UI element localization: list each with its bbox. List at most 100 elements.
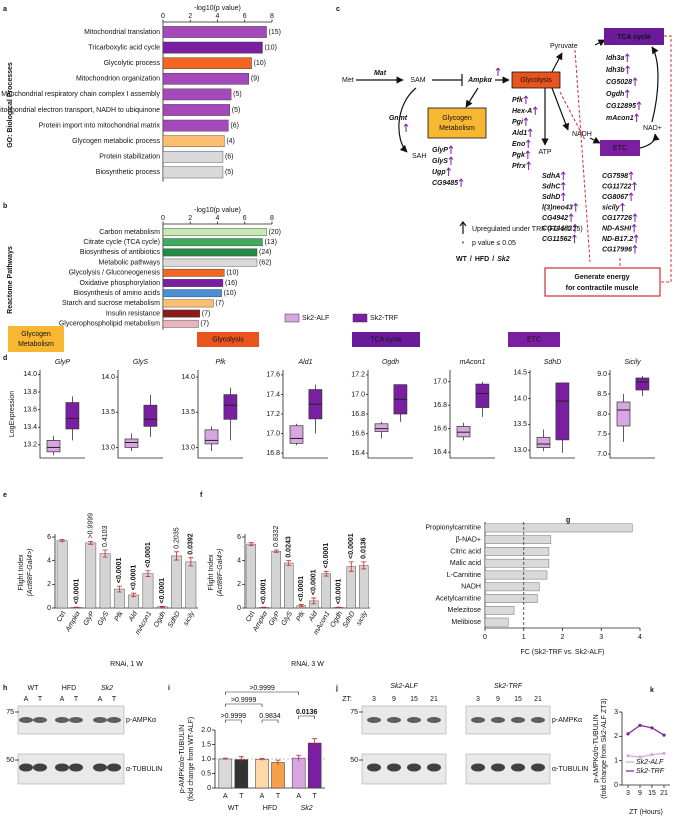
lane-label: 3 xyxy=(476,696,480,703)
size-marker: 50 xyxy=(6,757,14,764)
section-label: Glycolysis xyxy=(212,336,244,343)
gene-label: SdhC xyxy=(542,183,561,190)
gene-label: GlyS xyxy=(432,158,448,165)
lane-label: T xyxy=(38,696,43,703)
up-arrow xyxy=(568,213,574,222)
category-label: Acetylcarnitine xyxy=(435,595,481,602)
up-arrow xyxy=(624,53,630,62)
etc-box xyxy=(600,140,640,156)
band xyxy=(511,717,525,723)
glycolysis-box xyxy=(511,71,561,89)
y-tick-label: 16.6 xyxy=(433,426,447,433)
lane-label: T xyxy=(74,696,79,703)
box xyxy=(124,438,139,448)
band xyxy=(427,717,441,723)
lane-label: 3 xyxy=(372,696,376,703)
p-value-label: 0.2035 xyxy=(173,527,180,549)
y-tick-label: 7.5 xyxy=(597,431,607,438)
y-tick-label: 14.5 xyxy=(513,369,527,376)
bar xyxy=(162,309,200,318)
up-arrow xyxy=(632,181,637,191)
p-value-label: >0.9999 xyxy=(88,513,95,539)
y-tick-label: 14.0 xyxy=(101,374,115,381)
gene-label: l(3)neo43 xyxy=(542,204,573,211)
bar xyxy=(162,268,225,277)
x-axis-title: FC (Sk2-TRF vs. Sk2-ALF) xyxy=(520,649,604,656)
size-marker: 50 xyxy=(350,757,358,764)
error-bar xyxy=(116,585,122,593)
y-tick-label: 13.6 xyxy=(23,406,37,413)
band xyxy=(55,763,69,772)
bar xyxy=(56,540,68,609)
y-tick-label: 13.0 xyxy=(513,447,527,454)
bar xyxy=(359,565,369,609)
up-arrow xyxy=(628,171,634,180)
node-label: ATP xyxy=(538,149,551,156)
bar xyxy=(162,299,214,308)
band xyxy=(491,717,505,723)
diagram-arrows xyxy=(356,39,660,153)
band xyxy=(69,763,83,772)
up-arrow xyxy=(636,101,642,110)
bar xyxy=(484,535,552,544)
panel-letter: e xyxy=(3,492,7,499)
comparison-bracket xyxy=(298,715,315,719)
up-arrow xyxy=(624,89,630,98)
band xyxy=(367,717,381,723)
size-marker: 75 xyxy=(6,709,14,716)
enzyme-label: Mat xyxy=(374,70,387,77)
y-tick-label: 17.0 xyxy=(351,391,365,398)
count-label: (10) xyxy=(264,44,276,51)
x-tick-label: GlyS xyxy=(97,610,111,627)
y-tick-label: 7.0 xyxy=(597,451,607,458)
y-tick-label: 9.0 xyxy=(597,371,607,378)
bar xyxy=(162,238,263,247)
count-label: (5) xyxy=(225,169,234,176)
box xyxy=(555,382,570,441)
comparison-bracket xyxy=(225,719,242,723)
up-arrow xyxy=(526,161,532,170)
point xyxy=(638,755,642,759)
bar xyxy=(484,523,633,533)
up-arrow xyxy=(523,95,529,104)
gene-label: CG14483 xyxy=(542,225,572,232)
band xyxy=(93,717,107,723)
lane-label: 21 xyxy=(430,696,438,703)
plot-title: mAcon1 xyxy=(460,359,486,366)
gene-label: CG11562 xyxy=(542,236,572,243)
bar xyxy=(85,542,97,609)
axis xyxy=(282,370,328,459)
x-tick-label: 4 xyxy=(216,13,220,20)
x-tick-label: A xyxy=(296,793,301,800)
side-label: GO: Biological Processes xyxy=(7,62,14,148)
count-label: (4) xyxy=(226,138,235,145)
category-label: Malic acid xyxy=(450,560,481,567)
panel-letter: c xyxy=(336,6,340,13)
gene-label: Ald1 xyxy=(511,130,527,137)
x-tick-label: GlyP xyxy=(82,610,96,627)
panel-letter: h xyxy=(3,685,7,692)
gene-label: Eno xyxy=(512,141,526,148)
x-tick-label: Ald xyxy=(127,609,139,623)
p-value-label: 0.4103 xyxy=(102,525,109,547)
node-label: SAH xyxy=(412,153,426,160)
y-tick-label: 13.8 xyxy=(23,389,37,396)
comparison-bracket xyxy=(261,719,279,723)
error-bar xyxy=(222,757,228,760)
bar xyxy=(346,566,356,609)
y-tick-label: 16.4 xyxy=(351,450,365,457)
category-label: Glycolytic process xyxy=(104,60,161,67)
up-arrow xyxy=(446,167,451,176)
band xyxy=(107,717,121,723)
category-label: Insulin resistance xyxy=(106,310,160,317)
point xyxy=(650,752,654,757)
box xyxy=(223,394,238,420)
bar xyxy=(162,150,224,163)
x-tick-label: 2 xyxy=(188,215,192,222)
x-tick-label: Ampkα xyxy=(64,610,82,634)
bar xyxy=(185,561,197,609)
x-tick-label: 3 xyxy=(599,634,603,641)
up-arrow xyxy=(631,223,637,233)
gene-label: Pfk xyxy=(512,97,524,104)
y-tick-label: 1.0 xyxy=(201,756,211,763)
